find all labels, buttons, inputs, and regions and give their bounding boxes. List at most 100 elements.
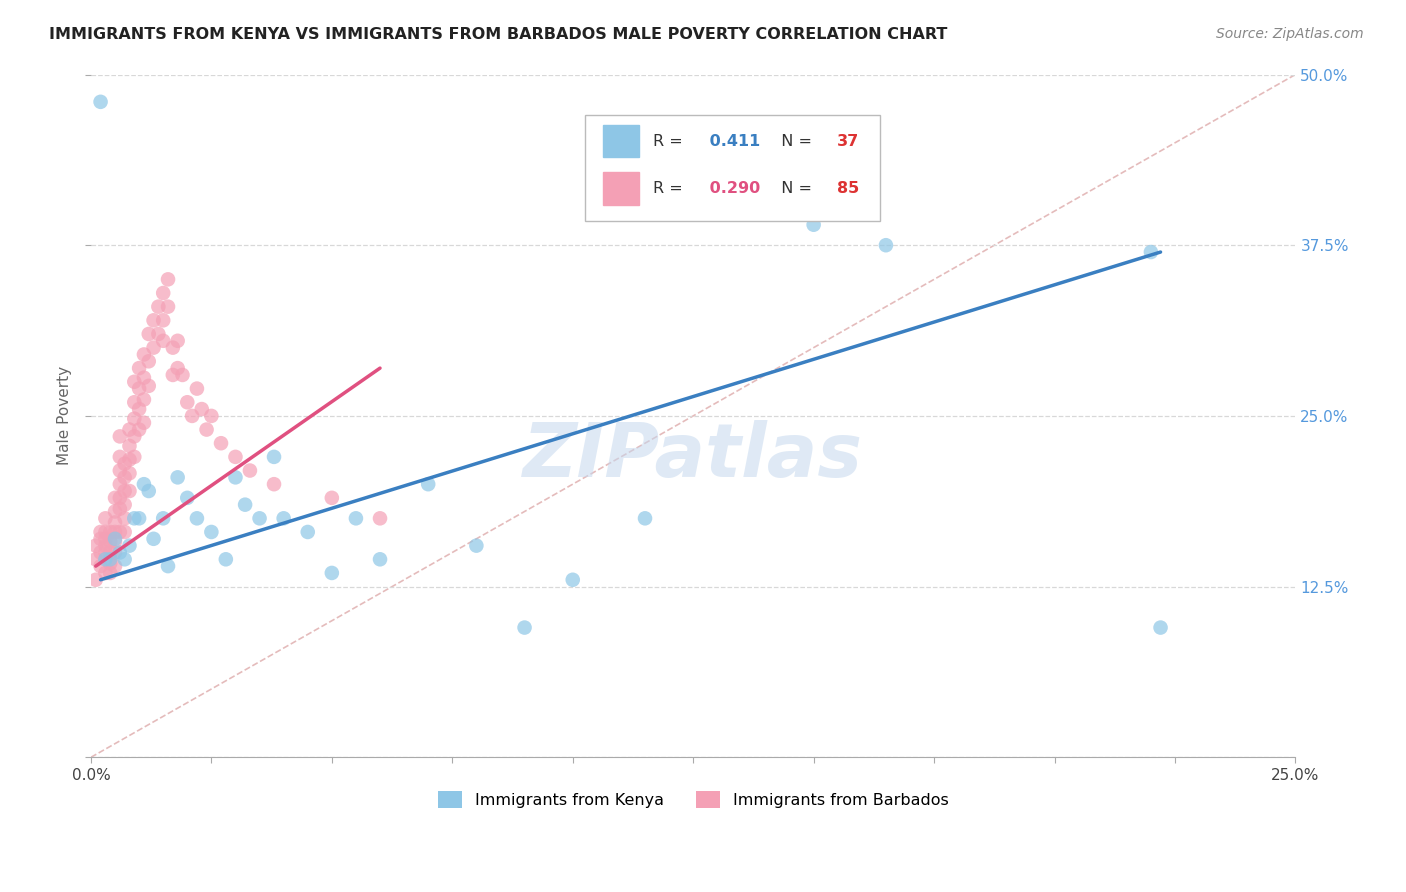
Point <box>148 300 170 314</box>
Point <box>132 347 155 361</box>
Point <box>128 382 150 396</box>
Point <box>138 483 160 498</box>
Point <box>166 361 188 376</box>
Point <box>108 464 131 478</box>
Point <box>98 557 121 571</box>
Point <box>94 545 117 559</box>
Text: 0.290: 0.290 <box>704 181 761 196</box>
Point <box>200 409 222 423</box>
Point <box>128 402 150 417</box>
Point <box>124 450 146 464</box>
Point <box>513 621 536 635</box>
Point <box>108 501 131 516</box>
Point <box>233 498 256 512</box>
Point <box>114 470 136 484</box>
Text: 37: 37 <box>837 134 859 149</box>
Point <box>118 452 141 467</box>
Bar <box>603 172 638 205</box>
Point <box>128 423 150 437</box>
Point <box>98 545 121 559</box>
Point <box>104 545 127 559</box>
Point <box>176 491 198 505</box>
Point <box>90 95 112 109</box>
Point <box>162 368 184 382</box>
Point <box>90 559 112 574</box>
Point <box>239 464 262 478</box>
Point <box>1140 245 1163 260</box>
Point <box>368 511 391 525</box>
Point <box>138 379 160 393</box>
Text: 0.411: 0.411 <box>704 134 761 149</box>
Point <box>209 436 232 450</box>
Text: N =: N = <box>772 134 818 149</box>
Text: IMMIGRANTS FROM KENYA VS IMMIGRANTS FROM BARBADOS MALE POVERTY CORRELATION CHART: IMMIGRANTS FROM KENYA VS IMMIGRANTS FROM… <box>49 27 948 42</box>
Point <box>875 238 897 252</box>
Point <box>104 534 127 549</box>
Point <box>132 477 155 491</box>
Point <box>190 402 212 417</box>
Point <box>215 552 238 566</box>
Point <box>114 552 136 566</box>
Point <box>114 457 136 471</box>
Text: ZIPatlas: ZIPatlas <box>523 420 863 493</box>
Point <box>157 300 180 314</box>
Text: N =: N = <box>772 181 818 196</box>
Point <box>118 423 141 437</box>
Point <box>108 491 131 505</box>
Point <box>142 341 165 355</box>
Point <box>803 218 825 232</box>
Point <box>634 511 657 525</box>
Point <box>249 511 271 525</box>
Point <box>162 341 184 355</box>
Point <box>124 511 146 525</box>
Point <box>84 539 107 553</box>
Point <box>94 539 117 553</box>
Point <box>263 450 285 464</box>
Point <box>132 370 155 384</box>
Point <box>138 354 160 368</box>
Point <box>104 559 127 574</box>
Point <box>186 511 208 525</box>
Point <box>108 545 131 559</box>
Text: Source: ZipAtlas.com: Source: ZipAtlas.com <box>1216 27 1364 41</box>
Point <box>114 511 136 525</box>
Point <box>118 467 141 481</box>
Point <box>152 313 174 327</box>
FancyBboxPatch shape <box>585 115 880 221</box>
Point <box>118 439 141 453</box>
Point <box>124 395 146 409</box>
Point <box>176 395 198 409</box>
Point <box>195 423 218 437</box>
Point <box>297 524 319 539</box>
Point <box>368 552 391 566</box>
Point <box>128 511 150 525</box>
Point <box>98 524 121 539</box>
Point <box>321 491 343 505</box>
Point <box>118 539 141 553</box>
Point <box>94 552 117 566</box>
Point <box>114 498 136 512</box>
Point <box>200 524 222 539</box>
Point <box>90 545 112 559</box>
Point <box>224 470 246 484</box>
Point <box>98 552 121 566</box>
Point <box>152 511 174 525</box>
Point <box>166 334 188 348</box>
Point <box>124 429 146 443</box>
Point <box>104 532 127 546</box>
Text: 85: 85 <box>837 181 859 196</box>
Point <box>108 477 131 491</box>
Bar <box>603 125 638 157</box>
Point <box>418 477 440 491</box>
Point <box>166 470 188 484</box>
Point <box>128 361 150 376</box>
Point <box>94 566 117 580</box>
Legend: Immigrants from Kenya, Immigrants from Barbados: Immigrants from Kenya, Immigrants from B… <box>432 785 955 814</box>
Point <box>84 573 107 587</box>
Point <box>124 411 146 425</box>
Point <box>157 559 180 574</box>
Point <box>273 511 295 525</box>
Point <box>118 483 141 498</box>
Point <box>132 392 155 407</box>
Point <box>172 368 194 382</box>
